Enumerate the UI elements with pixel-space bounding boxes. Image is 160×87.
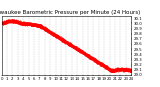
Title: Milwaukee Barometric Pressure per Minute (24 Hours): Milwaukee Barometric Pressure per Minute… [0, 10, 140, 15]
